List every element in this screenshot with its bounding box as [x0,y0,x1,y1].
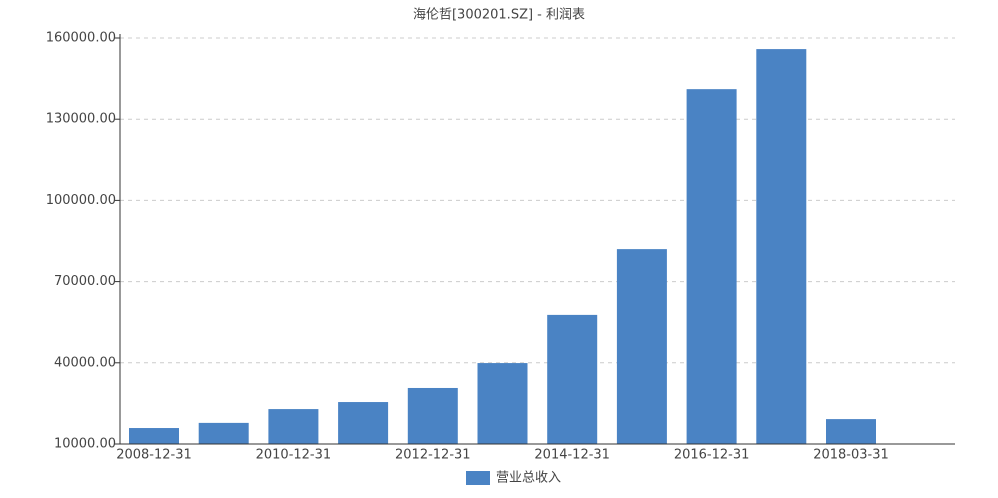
y-tick-label: 100000.00 [46,193,116,208]
bar [338,402,389,444]
y-tick-label: 10000.00 [54,437,116,452]
x-tick-label: 2014-12-31 [534,448,610,463]
bar [826,419,876,444]
bar [268,409,319,444]
y-tick-label: 40000.00 [54,355,116,370]
x-tick-label: 2018-03-31 [813,448,889,463]
x-tick-label: 2008-12-31 [116,448,192,463]
bar [198,422,249,444]
bar [547,314,598,444]
legend-label: 营业总收入 [496,471,561,486]
bar [129,428,179,444]
bar [756,49,807,445]
bar [686,89,737,444]
bar [616,249,667,444]
x-tick-label: 2010-12-31 [256,448,332,463]
y-tick-label: 70000.00 [54,274,116,289]
chart-title: 海伦哲[300201.SZ] - 利润表 [413,8,585,23]
x-tick-label: 2012-12-31 [395,448,471,463]
bar [407,387,458,444]
y-tick-label: 130000.00 [46,112,116,127]
x-tick-label: 2016-12-31 [674,448,750,463]
bar [477,363,528,444]
y-tick-label: 160000.00 [46,31,116,46]
legend-swatch [466,471,490,485]
